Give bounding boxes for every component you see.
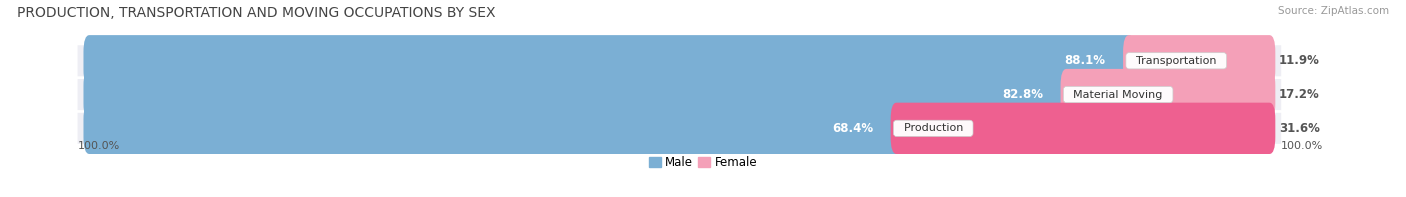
FancyBboxPatch shape xyxy=(83,35,1135,86)
FancyBboxPatch shape xyxy=(77,79,1281,110)
Text: Source: ZipAtlas.com: Source: ZipAtlas.com xyxy=(1278,6,1389,16)
FancyBboxPatch shape xyxy=(77,45,1281,76)
Text: 11.9%: 11.9% xyxy=(1279,54,1320,67)
Legend: Male, Female: Male, Female xyxy=(644,151,762,174)
Text: 31.6%: 31.6% xyxy=(1279,122,1320,135)
FancyBboxPatch shape xyxy=(1123,35,1275,86)
Text: PRODUCTION, TRANSPORTATION AND MOVING OCCUPATIONS BY SEX: PRODUCTION, TRANSPORTATION AND MOVING OC… xyxy=(17,6,495,20)
Text: 82.8%: 82.8% xyxy=(1002,88,1043,101)
Text: Material Moving: Material Moving xyxy=(1066,90,1170,99)
Text: 88.1%: 88.1% xyxy=(1064,54,1105,67)
FancyBboxPatch shape xyxy=(1060,69,1275,120)
Text: Transportation: Transportation xyxy=(1129,56,1223,66)
Text: 68.4%: 68.4% xyxy=(832,122,873,135)
FancyBboxPatch shape xyxy=(890,103,1275,154)
Text: 100.0%: 100.0% xyxy=(77,141,120,151)
Text: 17.2%: 17.2% xyxy=(1279,88,1320,101)
FancyBboxPatch shape xyxy=(83,103,903,154)
FancyBboxPatch shape xyxy=(83,69,1073,120)
FancyBboxPatch shape xyxy=(77,113,1281,144)
Text: 100.0%: 100.0% xyxy=(1281,141,1323,151)
Text: Production: Production xyxy=(897,123,970,133)
